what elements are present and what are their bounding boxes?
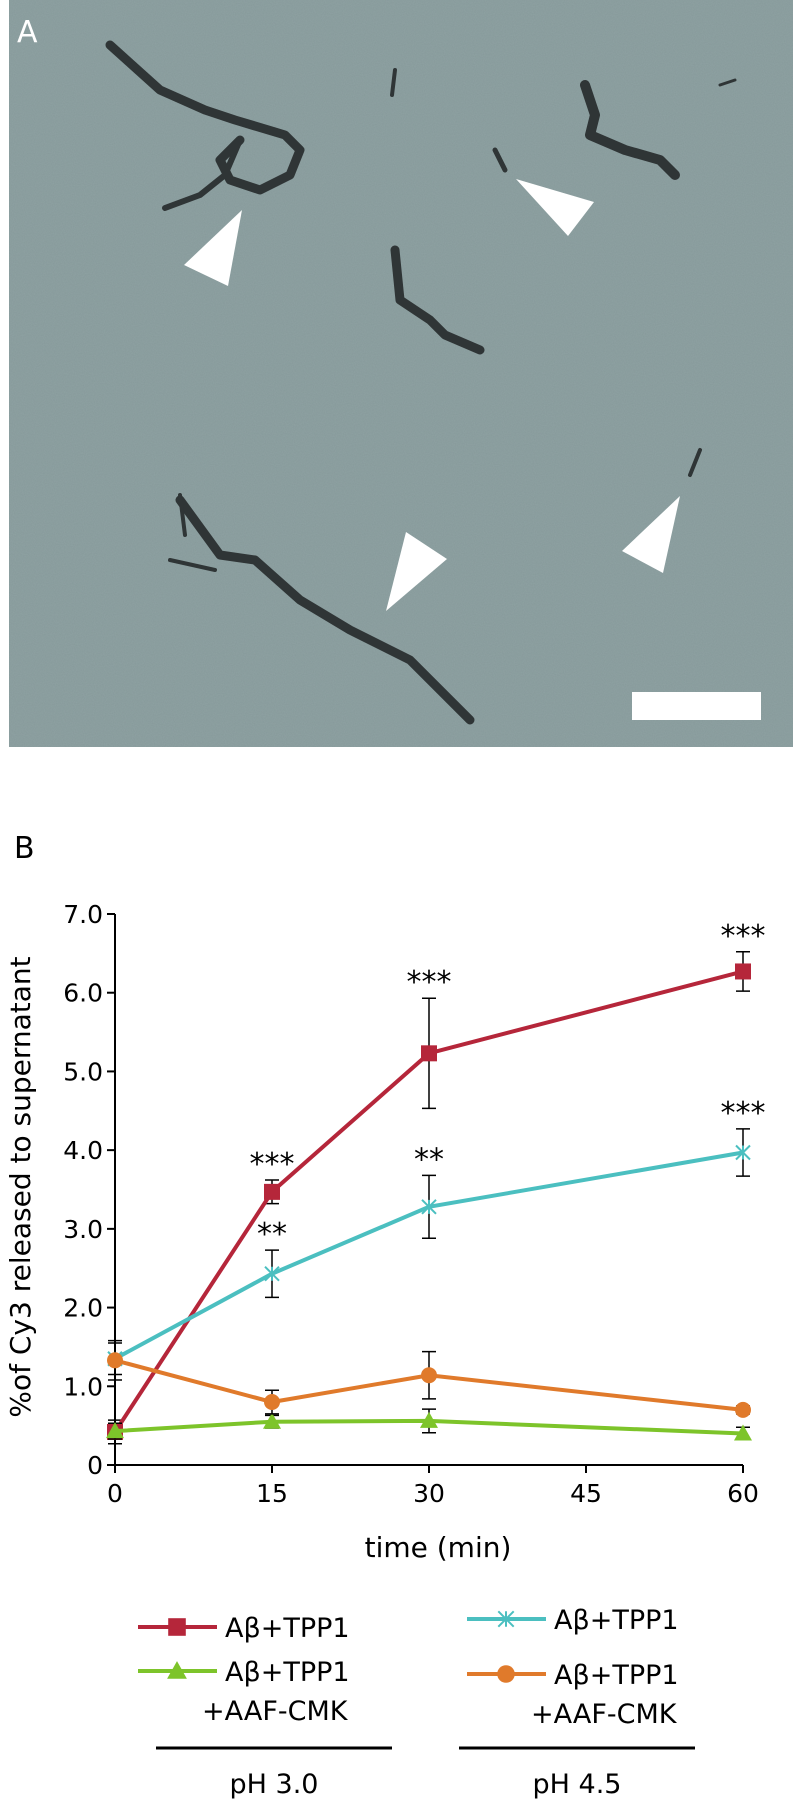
series: ******* xyxy=(107,1096,766,1376)
marker xyxy=(421,1199,437,1215)
y-tick-label: 6.0 xyxy=(63,979,103,1008)
marker xyxy=(735,963,751,980)
marker xyxy=(497,1665,515,1683)
marker xyxy=(735,1401,751,1418)
marker xyxy=(421,1045,437,1062)
marker xyxy=(263,1412,281,1429)
marker xyxy=(264,1394,280,1411)
marker xyxy=(734,1424,752,1441)
x-axis-label: time (min) xyxy=(365,1531,512,1564)
y-tick-label: 3.0 xyxy=(63,1215,103,1244)
marker xyxy=(264,1183,280,1200)
group-label: pH 3.0 xyxy=(230,1769,319,1800)
significance: *** xyxy=(721,919,766,954)
chart: 0 1.0 2.0 3.0 4.0 5.0 6.0 7.0 0 15 30 45 60 time (min… xyxy=(4,900,766,1800)
group-label: pH 4.5 xyxy=(533,1769,622,1800)
y-tick-label: 2.0 xyxy=(63,1294,103,1323)
marker xyxy=(421,1367,437,1384)
legend-entry: Aβ+TPP1 +AAF-CMK xyxy=(138,1657,350,1727)
marker xyxy=(735,1144,751,1161)
legend-label: Aβ+TPP1 xyxy=(225,1613,350,1644)
marker xyxy=(168,1618,186,1636)
legend-label: Aβ+TPP1 xyxy=(554,1605,679,1636)
x-tick-label: 30 xyxy=(413,1479,445,1508)
legend-entry: Aβ+TPP1 xyxy=(467,1605,679,1636)
y-tick-label: 0 xyxy=(87,1451,103,1480)
x-tick-label: 15 xyxy=(256,1479,288,1508)
marker xyxy=(264,1266,280,1282)
significance: *** xyxy=(250,1147,295,1182)
series-line xyxy=(114,1150,744,1361)
series xyxy=(106,1408,752,1441)
x-tick-label: 60 xyxy=(727,1479,759,1508)
panel-label: B xyxy=(14,831,35,866)
y-tick-label: 5.0 xyxy=(63,1057,103,1086)
series-line xyxy=(114,1358,744,1412)
significance: *** xyxy=(721,1096,766,1131)
marker xyxy=(106,1422,124,1439)
marker xyxy=(167,1661,187,1679)
x-tick-label: 45 xyxy=(570,1479,602,1508)
legend-label: Aβ+TPP1 +AAF-CMK xyxy=(202,1657,350,1727)
significance: ** xyxy=(257,1217,287,1252)
legend-entry: Aβ+TPP1 +AAF-CMK xyxy=(467,1660,679,1730)
series xyxy=(107,1339,751,1418)
y-tick-label: 7.0 xyxy=(63,900,103,929)
significance: ** xyxy=(414,1142,444,1177)
series-line xyxy=(113,969,744,1434)
y-axis-label: %of Cy3 released to supernatant xyxy=(4,956,37,1417)
legend-entry: Aβ+TPP1 xyxy=(138,1613,350,1644)
y-tick-label: 1.0 xyxy=(63,1372,103,1401)
significance: *** xyxy=(407,965,452,1000)
y-tick-label: 4.0 xyxy=(63,1136,103,1165)
marker xyxy=(420,1411,438,1428)
x-tick-label: 0 xyxy=(107,1479,123,1508)
marker xyxy=(107,1352,123,1369)
legend-label: Aβ+TPP1 +AAF-CMK xyxy=(531,1660,679,1730)
micrograph: A xyxy=(9,0,793,747)
marker xyxy=(497,1610,515,1628)
series: *** *** *** xyxy=(107,919,766,1445)
series-line xyxy=(114,1418,744,1436)
panel-label: A xyxy=(17,15,38,50)
